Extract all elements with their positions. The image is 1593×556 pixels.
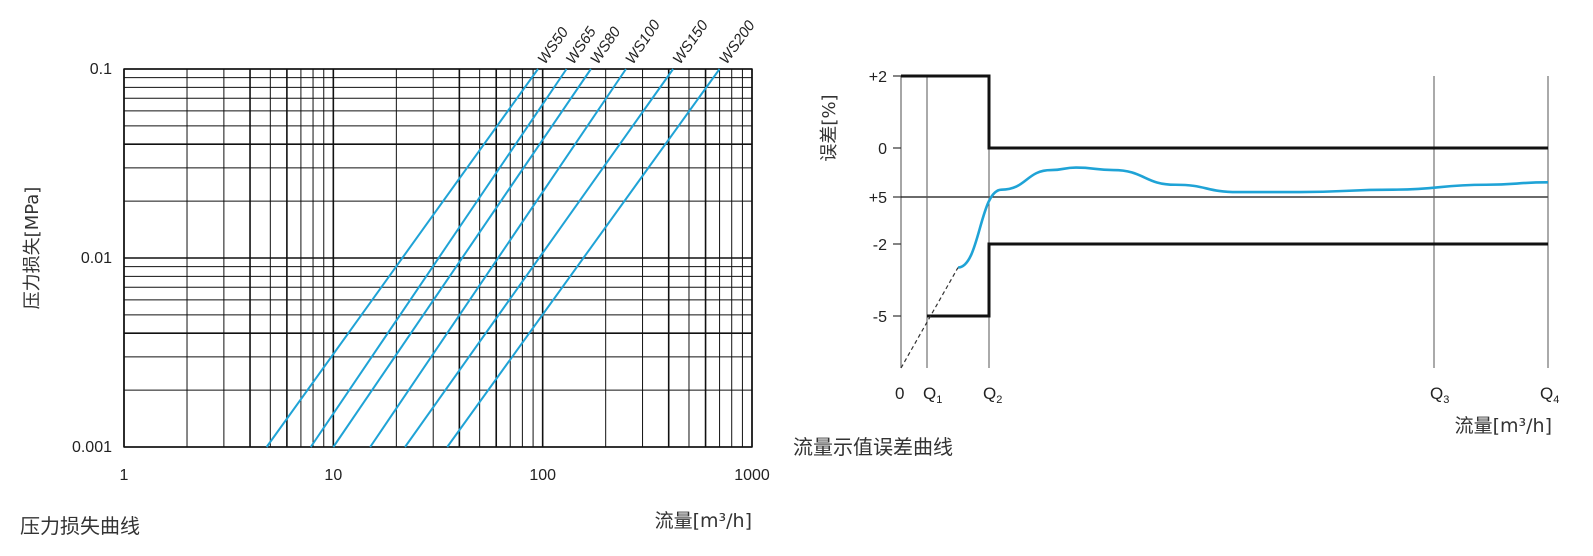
plot-frame <box>123 68 753 448</box>
x-tick-subscript: 1 <box>936 394 942 406</box>
series-line-ws50 <box>265 68 539 448</box>
y-tick-label: -5 <box>873 309 887 326</box>
y-tick-label: 0.01 <box>81 250 112 267</box>
x-tick-label: 1000 <box>734 467 770 484</box>
flow-error-chart: +5 +2 0 -2 -5 0 Q1 Q2 Q3 Q4 误差[%] 流量[m³/h] 流量示值误差曲线 <box>793 69 1559 459</box>
x-tick-subscript: 4 <box>1553 394 1559 406</box>
y-axis-label: 误差[%] <box>819 94 840 161</box>
x-tick-label: 0 <box>895 384 904 403</box>
x-tick-label: 100 <box>529 467 556 484</box>
series-line-ws80 <box>332 68 592 448</box>
y-tick-label: 0.001 <box>72 439 112 456</box>
series-line-ws100 <box>369 68 627 448</box>
x-tick-label: Q1 <box>923 384 942 406</box>
series-line-ws65 <box>309 68 568 448</box>
x-tick-subscript: 2 <box>996 394 1002 406</box>
y-tick-label: +5 <box>869 190 887 207</box>
series-line-ws150 <box>404 68 674 448</box>
y-tick-label: 0 <box>878 141 887 158</box>
series-line-ws200 <box>446 68 721 448</box>
x-tick-label: 1 <box>120 467 129 484</box>
x-tick-label: Q2 <box>983 384 1002 406</box>
y-tick-label: -2 <box>873 237 887 254</box>
x-tick-subscript: 3 <box>1443 394 1449 406</box>
x-tick-label: Q3 <box>1430 384 1449 406</box>
y-tick-label: 0.1 <box>90 61 112 78</box>
lower-limit-line <box>927 242 1548 318</box>
dashed-start-segment <box>900 267 959 369</box>
series-label-ws200: WS200 <box>716 17 759 67</box>
x-axis-label: 流量[m³/h] <box>1455 415 1552 437</box>
x-tick-label: 10 <box>324 467 342 484</box>
chart-title: 流量示值误差曲线 <box>793 435 953 459</box>
series-label-ws100: WS100 <box>622 16 664 67</box>
y-tick-label: +2 <box>869 69 887 86</box>
chart-title: 压力损失曲线 <box>20 514 140 538</box>
series-label-ws150: WS150 <box>670 17 713 68</box>
x-axis-label: 流量[m³/h] <box>655 510 752 532</box>
error-curve <box>957 166 1549 269</box>
x-tick-label: Q4 <box>1540 384 1559 406</box>
upper-limit-line <box>901 74 1548 150</box>
y-axis-label: 压力损失[MPa] <box>22 187 43 310</box>
